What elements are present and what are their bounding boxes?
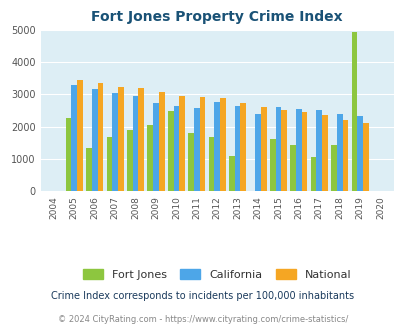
- Bar: [301, 112, 307, 191]
- Bar: [290, 145, 295, 191]
- Bar: [138, 87, 144, 191]
- Bar: [281, 110, 286, 191]
- Bar: [255, 114, 260, 191]
- Bar: [295, 109, 301, 191]
- Bar: [220, 98, 225, 191]
- Title: Fort Jones Property Crime Index: Fort Jones Property Crime Index: [91, 10, 342, 24]
- Bar: [71, 85, 77, 191]
- Legend: Fort Jones, California, National: Fort Jones, California, National: [79, 265, 355, 284]
- Bar: [173, 106, 179, 191]
- Bar: [118, 86, 124, 191]
- Bar: [330, 145, 336, 191]
- Bar: [240, 103, 245, 191]
- Bar: [112, 93, 118, 191]
- Bar: [188, 133, 194, 191]
- Bar: [228, 156, 234, 191]
- Bar: [269, 139, 275, 191]
- Bar: [275, 107, 281, 191]
- Bar: [127, 130, 132, 191]
- Bar: [321, 115, 327, 191]
- Bar: [86, 148, 92, 191]
- Bar: [342, 120, 347, 191]
- Bar: [66, 118, 71, 191]
- Text: Crime Index corresponds to incidents per 100,000 inhabitants: Crime Index corresponds to incidents per…: [51, 291, 354, 301]
- Bar: [179, 96, 185, 191]
- Text: © 2024 CityRating.com - https://www.cityrating.com/crime-statistics/: © 2024 CityRating.com - https://www.city…: [58, 315, 347, 324]
- Bar: [351, 32, 356, 191]
- Bar: [199, 97, 205, 191]
- Bar: [208, 137, 214, 191]
- Bar: [77, 80, 83, 191]
- Bar: [92, 89, 97, 191]
- Bar: [336, 114, 342, 191]
- Bar: [97, 83, 103, 191]
- Bar: [260, 107, 266, 191]
- Bar: [310, 157, 315, 191]
- Bar: [315, 110, 321, 191]
- Bar: [214, 102, 220, 191]
- Bar: [362, 122, 368, 191]
- Bar: [153, 103, 158, 191]
- Bar: [194, 108, 199, 191]
- Bar: [147, 125, 153, 191]
- Bar: [106, 137, 112, 191]
- Bar: [158, 92, 164, 191]
- Bar: [132, 96, 138, 191]
- Bar: [356, 116, 362, 191]
- Bar: [234, 106, 240, 191]
- Bar: [167, 111, 173, 191]
